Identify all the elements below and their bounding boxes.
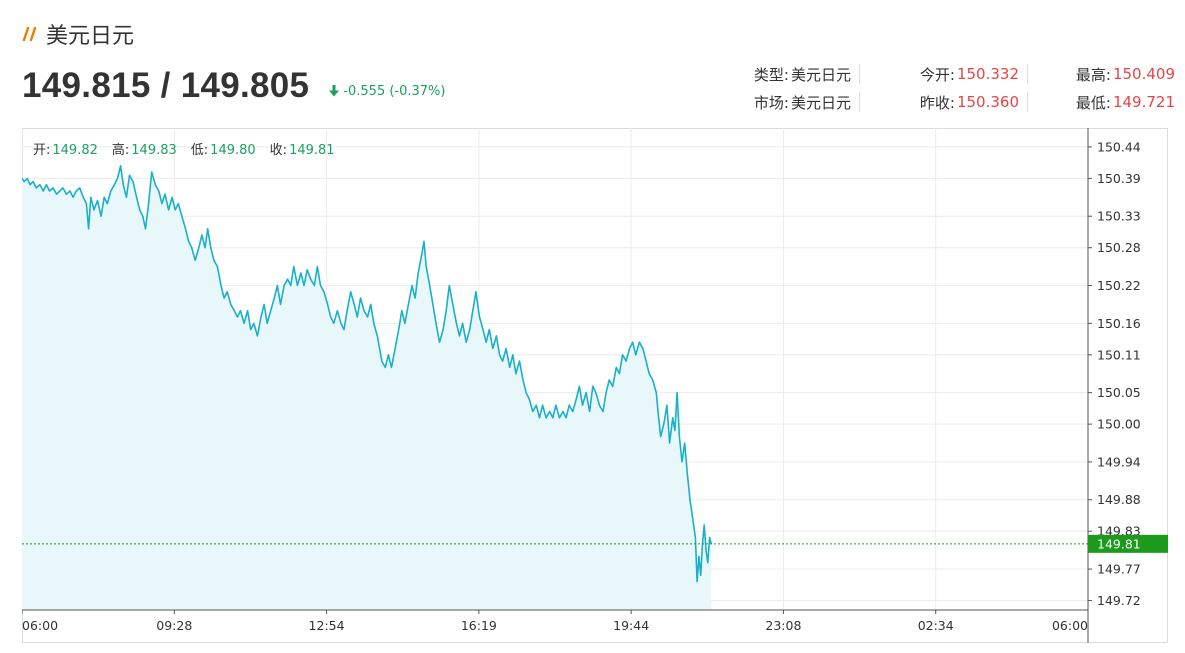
y-tick-label: 150.28 [1097, 240, 1141, 255]
x-tick-label: 19:44 [613, 618, 649, 633]
current-price-tag-label: 149.81 [1097, 536, 1141, 551]
bid-ask-price: 149.815 / 149.805 [22, 66, 310, 105]
y-axis: 150.44 150.39 150.33 150.28 150.22 150.16 150.… [1087, 128, 1141, 643]
open-label: 今开: [919, 65, 955, 84]
x-tick-label: 23:08 [765, 618, 801, 633]
y-tick-label: 150.05 [1097, 385, 1141, 400]
x-tick-label: 12:54 [309, 618, 345, 633]
price-change: -0.555 (-0.37%) [329, 84, 445, 99]
x-tick-label: 09:28 [156, 618, 192, 633]
y-tick-label: 149.94 [1097, 454, 1141, 469]
down-arrow-icon [329, 85, 340, 97]
y-tick-label: 149.88 [1097, 492, 1141, 507]
ohlc-readout: 开: 149.82 高: 149.83 低: 149.80 收: 149.81 [33, 139, 335, 158]
x-tick-label: 06:00 [22, 618, 58, 633]
ohlc-low-label: 低: [190, 143, 209, 158]
title-slash-icon [22, 26, 37, 42]
x-tick-label: 16:19 [461, 618, 497, 633]
open-value: 150.332 [956, 65, 1019, 83]
market-value: 美元日元 [790, 93, 851, 112]
ohlc-low: 低: 149.80 [191, 139, 256, 158]
x-tick-label: 02:34 [918, 618, 954, 633]
x-tick-label: 06:00 [1052, 618, 1088, 633]
ohlc-close: 收: 149.81 [270, 139, 335, 158]
ohlc-high-value: 149.83 [131, 143, 177, 158]
high-label: 最高: [1075, 65, 1111, 84]
info-high: 最高: 150.409 [1028, 64, 1175, 84]
type-label: 类型: [753, 65, 789, 84]
high-value: 150.409 [1112, 65, 1175, 83]
low-label: 最低: [1075, 93, 1111, 112]
y-tick-label: 150.44 [1097, 139, 1141, 154]
current-price-tag-bg [1088, 534, 1168, 553]
current-price-tag: 149.81 [1088, 534, 1168, 553]
price-area-fill [22, 165, 712, 611]
market-label: 市场: [753, 93, 789, 112]
y-tick-label: 149.77 [1097, 562, 1141, 577]
ohlc-open-value: 149.82 [52, 143, 98, 158]
y-tick-label: 150.22 [1097, 278, 1141, 293]
ohlc-high: 高: 149.83 [112, 139, 177, 158]
x-axis: 06:00 09:28 12:54 16:19 19:44 23:08 02:34 06:00 [22, 609, 1089, 633]
info-type: 类型: 美元日元 [700, 64, 860, 84]
ohlc-close-value: 149.81 [289, 143, 335, 158]
price-chart[interactable]: 150.44 150.39 150.33 150.28 150.22 150.16 150.… [22, 128, 1168, 643]
info-open: 今开: 150.332 [860, 64, 1028, 84]
info-low: 最低: 149.721 [1028, 92, 1175, 112]
prev-close-value: 150.360 [956, 93, 1019, 111]
price-change-value: -0.555 (-0.37%) [343, 83, 446, 99]
y-tick-label: 150.11 [1097, 347, 1141, 362]
y-tick-label: 150.39 [1097, 171, 1141, 186]
header: 美元日元 [22, 18, 134, 50]
info-prev-close: 昨收: 150.360 [860, 92, 1028, 112]
ohlc-low-value: 149.80 [210, 143, 256, 158]
page-title: 美元日元 [46, 24, 135, 49]
prev-close-label: 昨收: [919, 93, 955, 112]
info-market: 市场: 美元日元 [700, 92, 860, 112]
price-line[interactable] [22, 165, 713, 583]
y-tick-label: 150.00 [1097, 417, 1141, 432]
ohlc-close-label: 收: [269, 143, 288, 158]
y-tick-label: 150.16 [1097, 316, 1141, 331]
ohlc-high-label: 高: [111, 143, 130, 158]
ohlc-open-label: 开: [33, 143, 51, 158]
quote-info: 类型: 美元日元 今开: 150.332 最高: 150.409 市场: 美元日… [700, 64, 1175, 112]
y-tick-label: 150.33 [1097, 209, 1141, 224]
ohlc-open: 开: 149.82 [33, 139, 98, 158]
price-row: 149.815 / 149.805 -0.555 (-0.37%) [22, 66, 445, 106]
low-value: 149.721 [1112, 93, 1175, 111]
type-value: 美元日元 [790, 65, 851, 84]
y-tick-label: 149.72 [1097, 593, 1141, 608]
